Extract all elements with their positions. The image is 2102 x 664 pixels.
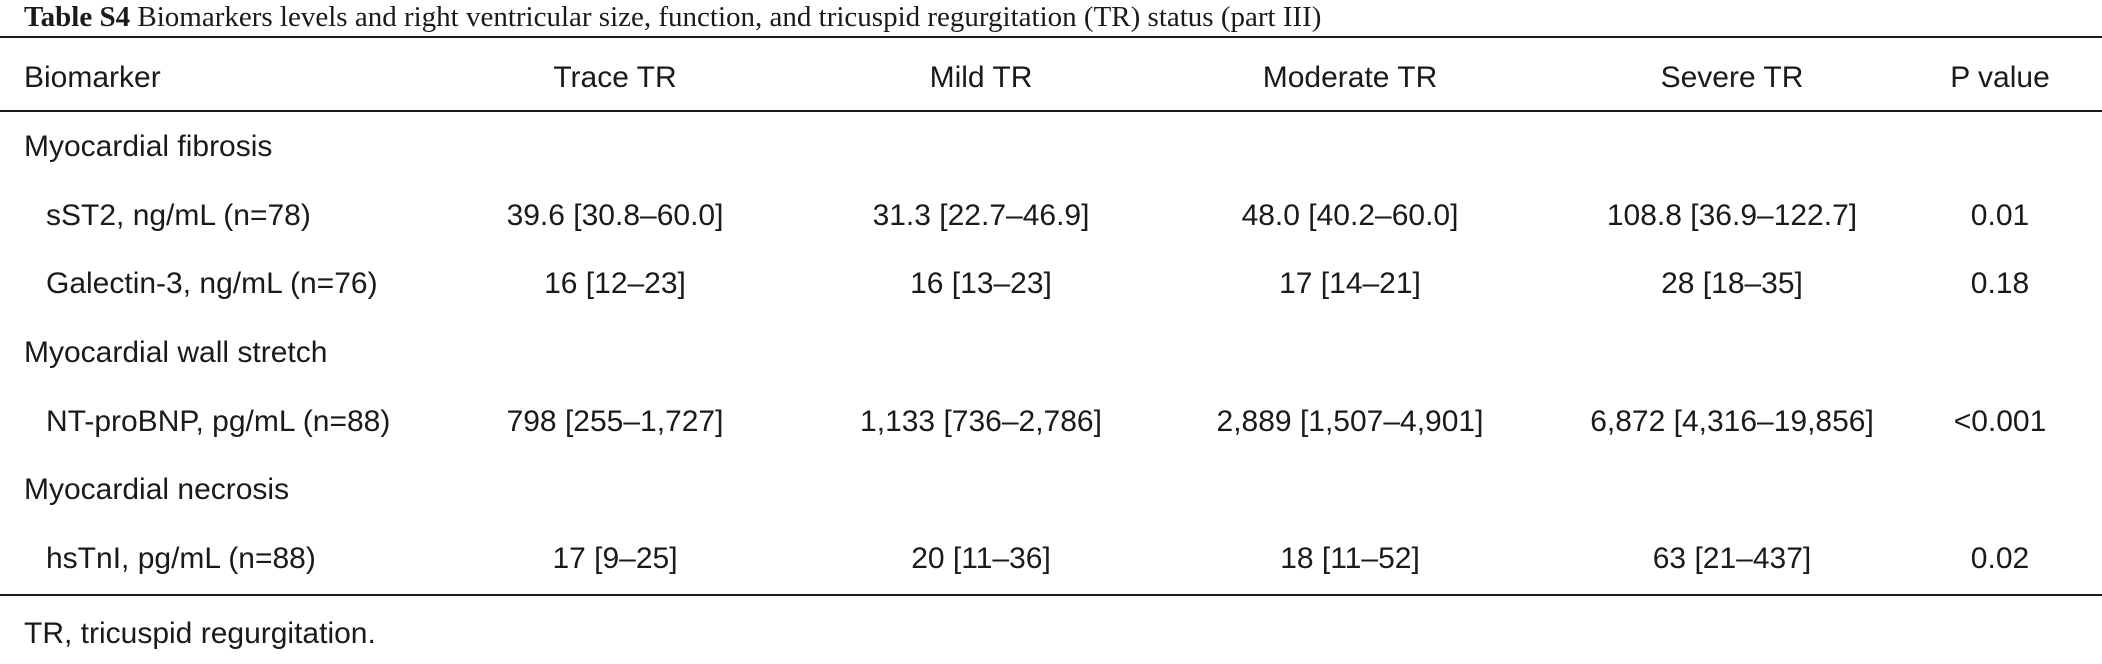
severe-tr-value: 63 [21–437] <box>1652 542 1812 575</box>
mild-tr-value: 20 [11–36] <box>911 542 1051 575</box>
table-row: sST2, ng/mL (n=78) 39.6 [30.8–60.0] 31.3… <box>0 186 2102 246</box>
table-caption: Table S4 Biomarkers levels and right ven… <box>24 0 1321 34</box>
p-value: 0.01 <box>1970 199 2030 232</box>
group-label: Myocardial wall stretch <box>24 336 328 369</box>
table-row: NT-proBNP, pg/mL (n=88) 798 [255–1,727] … <box>0 392 2102 452</box>
top-rule <box>0 36 2102 38</box>
severe-tr-value: 108.8 [36.9–122.7] <box>1606 199 1858 232</box>
severe-tr-value: 6,872 [4,316–19,856] <box>1590 405 1874 438</box>
group-label: Myocardial necrosis <box>24 473 290 506</box>
table-footnote: TR, tricuspid regurgitation. <box>24 617 376 650</box>
biomarker-name: hsTnI, pg/mL (n=88) <box>46 542 316 575</box>
header-row: Biomarker Trace TR Mild TR Moderate TR S… <box>0 48 2102 108</box>
header-severe-tr: Severe TR <box>1660 61 1804 94</box>
group-label: Myocardial fibrosis <box>24 130 273 163</box>
group-row: Myocardial necrosis <box>0 460 2102 520</box>
header-trace-tr: Trace TR <box>553 61 677 94</box>
header-moderate-tr: Moderate TR <box>1262 61 1438 94</box>
header-p-value: P value <box>1950 61 2050 94</box>
trace-tr-value: 798 [255–1,727] <box>506 405 724 438</box>
moderate-tr-value: 17 [14–21] <box>1279 267 1421 300</box>
group-row: Myocardial fibrosis <box>0 117 2102 177</box>
table-label: Table S4 <box>24 1 131 33</box>
severe-tr-value: 28 [18–35] <box>1661 267 1803 300</box>
trace-tr-value: 39.6 [30.8–60.0] <box>506 199 724 232</box>
biomarker-name: sST2, ng/mL (n=78) <box>46 199 311 232</box>
table-row: Galectin-3, ng/mL (n=76) 16 [12–23] 16 [… <box>0 254 2102 314</box>
table-row: hsTnI, pg/mL (n=88) 17 [9–25] 20 [11–36]… <box>0 529 2102 589</box>
header-mild-tr: Mild TR <box>929 61 1033 94</box>
moderate-tr-value: 2,889 [1,507–4,901] <box>1216 405 1484 438</box>
trace-tr-value: 16 [12–23] <box>544 267 686 300</box>
mild-tr-value: 16 [13–23] <box>910 267 1052 300</box>
p-value: 0.02 <box>1970 542 2030 575</box>
group-row: Myocardial wall stretch <box>0 323 2102 383</box>
p-value: <0.001 <box>1953 405 2047 438</box>
biomarker-name: NT-proBNP, pg/mL (n=88) <box>46 405 391 438</box>
p-value: 0.18 <box>1970 267 2030 300</box>
header-biomarker: Biomarker <box>24 61 161 94</box>
mild-tr-value: 31.3 [22.7–46.9] <box>872 199 1090 232</box>
trace-tr-value: 17 [9–25] <box>552 542 678 575</box>
bottom-rule <box>0 594 2102 596</box>
table-title: Biomarkers levels and right ventricular … <box>137 1 1322 33</box>
moderate-tr-value: 18 [11–52] <box>1280 542 1420 575</box>
biomarker-name: Galectin-3, ng/mL (n=76) <box>46 267 378 300</box>
header-rule <box>0 110 2102 112</box>
moderate-tr-value: 48.0 [40.2–60.0] <box>1241 199 1459 232</box>
mild-tr-value: 1,133 [736–2,786] <box>860 405 1102 438</box>
